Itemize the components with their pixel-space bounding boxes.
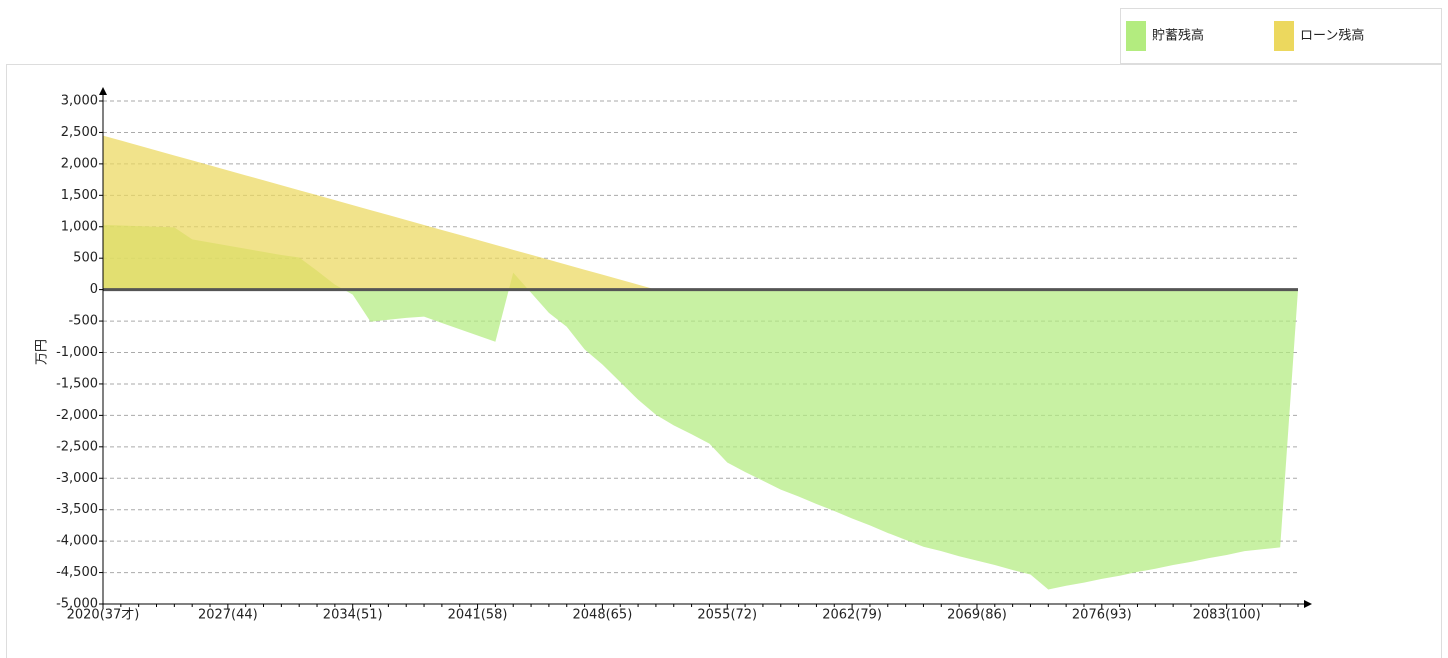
x-tick-label: 2041(58) [448,608,508,623]
chart-frame [6,64,1442,658]
legend-label: 貯蓄残高 [1152,28,1204,44]
x-tick-label: 2083(100) [1193,608,1261,623]
y-axis-arrow [99,87,107,95]
y-tick-label: -2,500 [56,439,98,454]
area [103,135,1298,290]
legend-label: ローン残高 [1300,28,1364,44]
y-tick-label: -5,000 [56,597,98,612]
x-tick-label: 2048(65) [573,608,633,623]
y-tick-label: -2,000 [56,408,98,423]
y-tick-label: -4,000 [56,534,98,549]
y-tick-label: -3,000 [56,471,98,486]
y-tick-label: 500 [73,251,98,266]
y-tick-label: -4,500 [56,565,98,580]
y-tick-label: 2,000 [61,156,98,171]
y-tick-label: 3,000 [61,94,98,109]
y-tick-label: 1,000 [61,219,98,234]
legend-swatch [1274,21,1294,51]
y-tick-label: -500 [68,314,98,329]
area [103,224,1298,590]
y-tick-label: -1,500 [56,376,98,391]
x-axis-arrow [1304,600,1312,608]
y-axis-label: 万円 [35,339,50,365]
legend-swatch [1126,21,1146,51]
x-tick-label: 2027(44) [198,608,258,623]
y-tick-label: 0 [90,282,98,297]
x-tick-label: 2034(51) [323,608,383,623]
x-tick-label: 2062(79) [822,608,882,623]
y-tick-label: 1,500 [61,188,98,203]
y-tick-label: -3,500 [56,502,98,517]
y-tick-label: -1,000 [56,345,98,360]
x-tick-label: 2069(86) [947,608,1007,623]
y-tick-label: 2,500 [61,125,98,140]
x-tick-label: 2055(72) [697,608,757,623]
x-tick-label: 2020(37才) [67,608,140,623]
x-tick-label: 2076(93) [1072,608,1132,623]
